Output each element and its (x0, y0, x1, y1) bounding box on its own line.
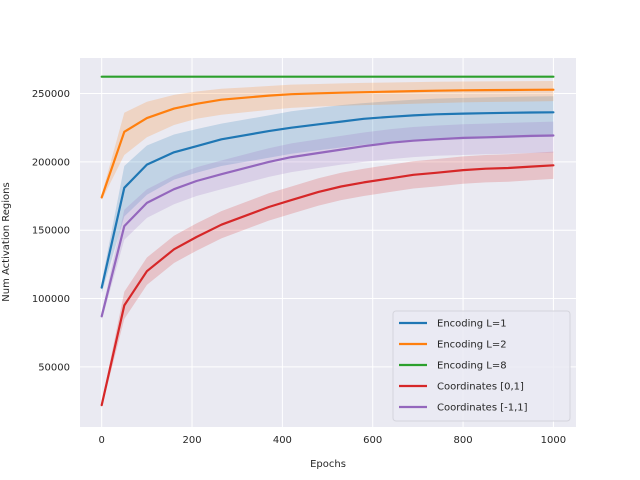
series-line (100, 111, 555, 289)
x-tick-label: 0 (98, 435, 104, 446)
x-tick-label: 600 (363, 435, 382, 446)
legend-box (392, 310, 571, 422)
y-tick-labels: 50000 100000 150000 200000 250000 (32, 89, 70, 373)
y-tick-label: 200000 (32, 157, 70, 168)
series-line (100, 164, 555, 407)
x-tick-labels: 0 200 400 600 800 1000 (98, 435, 566, 446)
y-tick-label: 50000 (38, 362, 70, 373)
series-line (100, 134, 555, 318)
y-tick-label: 250000 (32, 89, 70, 100)
y-axis-label: Num Activation Regions (1, 182, 12, 301)
x-tick-label: 1000 (541, 435, 566, 446)
confidence-band (101, 81, 554, 201)
legend-label: Coordinates [0,1] (437, 382, 524, 393)
legend: Encoding L=1 Encoding L=2 Encoding L=8 Coor… (392, 310, 571, 422)
legend-label: Encoding L=2 (437, 340, 507, 351)
x-tick-label: 200 (182, 435, 201, 446)
x-axis-label: Epochs (310, 459, 346, 470)
legend-label: Coordinates [-1,1] (437, 403, 528, 414)
confidence-band (101, 96, 554, 294)
series-line (100, 88, 555, 199)
confidence-band (101, 151, 554, 408)
legend-label: Encoding L=1 (437, 319, 507, 330)
confidence-band (101, 121, 554, 321)
legend-label: Encoding L=8 (437, 361, 507, 372)
series-lines (100, 75, 555, 407)
x-tick-label: 400 (273, 435, 292, 446)
y-tick-label: 100000 (32, 294, 70, 305)
y-tick-label: 150000 (32, 226, 70, 237)
x-tick-label: 800 (454, 435, 473, 446)
